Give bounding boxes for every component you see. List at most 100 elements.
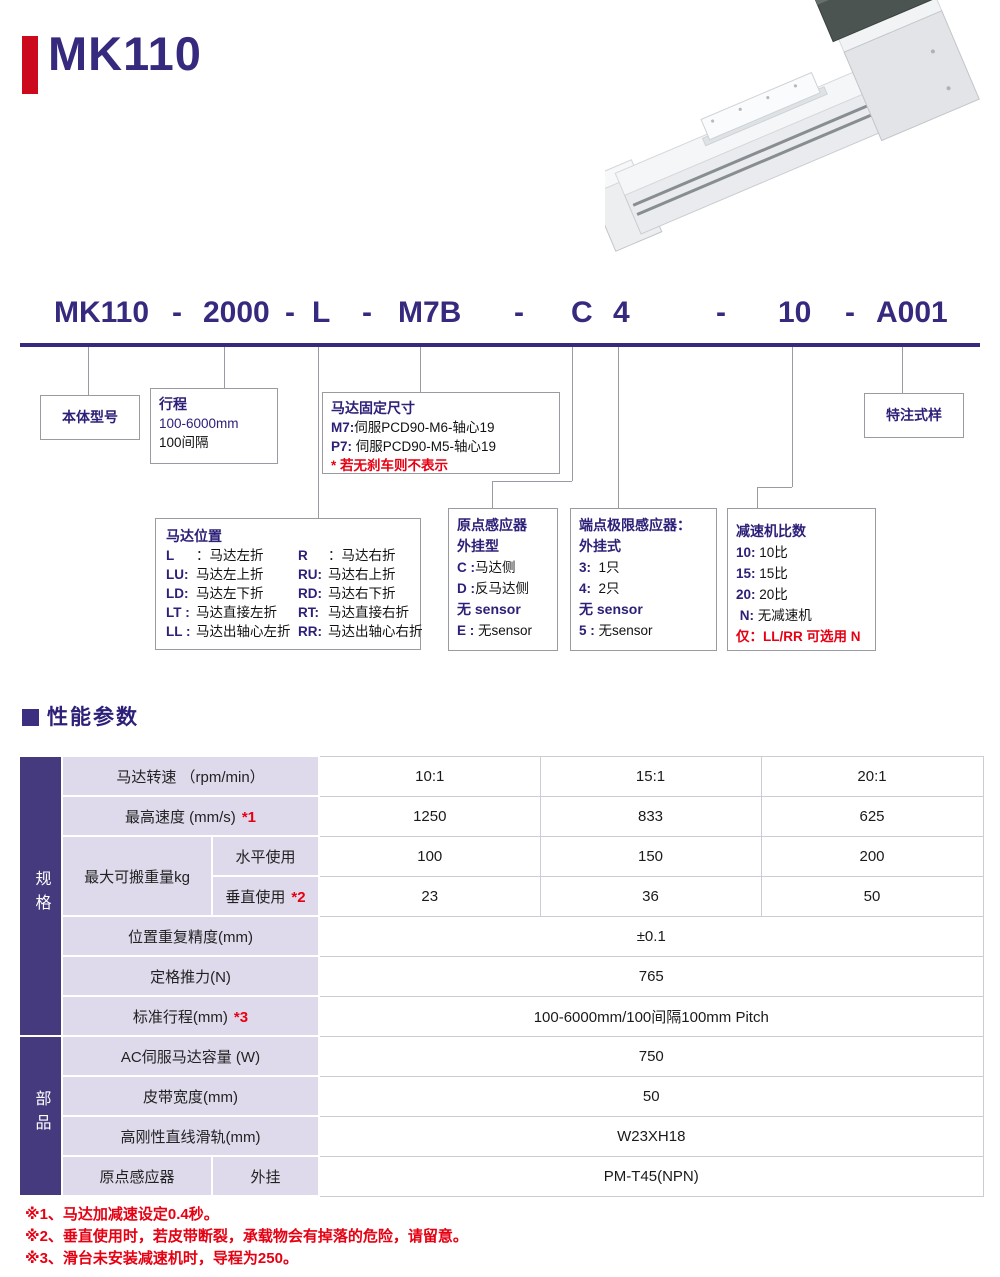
option-code: C : xyxy=(457,560,475,575)
option-code: L xyxy=(166,548,175,563)
connector-line xyxy=(318,347,319,518)
section-marker-icon xyxy=(22,709,39,726)
footnote-mark: *3 xyxy=(233,1008,249,1026)
model-code-dash: - xyxy=(514,296,524,329)
mount-note: * 若无刹车则不表示 xyxy=(331,458,449,473)
option-code: D : xyxy=(457,581,475,596)
callout-subtitle: 外挂型 xyxy=(457,538,499,554)
model-code-segment: MK110 xyxy=(54,296,150,329)
callout-limit-sensor: 端点极限感应器： 外挂式 3: 1只 4: 2只 无 sensor 5 : 无s… xyxy=(570,508,717,651)
connector-line xyxy=(757,487,758,508)
cell-value: 100 xyxy=(318,835,541,877)
table-row: 最大可搬重量kg 水平使用 100 150 200 xyxy=(19,835,984,917)
row-label: AC伺服马达容量 (W) xyxy=(61,1035,320,1077)
cell-value: 765 xyxy=(318,955,984,997)
option-text: 无sensor xyxy=(598,623,653,638)
cell-value: W23XH18 xyxy=(318,1115,984,1157)
callout-title: 原点感应器 xyxy=(457,517,527,533)
connector-line xyxy=(224,347,225,388)
table-row: 皮带宽度(mm) 50 xyxy=(19,1075,984,1117)
footnote: ※3、滑台未安装减速机时，导程为250。 xyxy=(25,1250,298,1267)
connector-line xyxy=(88,347,89,395)
model-code-dash: - xyxy=(362,296,372,329)
option-code: R xyxy=(298,548,308,563)
reducer-option: 15: 15比 xyxy=(736,563,867,584)
table-row: 高刚性直线滑轨(mm) W23XH18 xyxy=(19,1115,984,1157)
cell-value: 23 xyxy=(318,875,541,917)
sensor-none-label: 无 sensor xyxy=(579,601,643,617)
callout-title: 减速机比数 xyxy=(736,523,806,539)
option-text: 马达左上折 xyxy=(196,567,264,582)
reducer-option: N: 无减速机 xyxy=(736,605,867,626)
option-text: 马达直接左折 xyxy=(196,605,277,620)
callout-title: 特注式样 xyxy=(886,407,942,423)
row-label: 标准行程(mm) *3 xyxy=(61,995,320,1037)
callout-origin-sensor: 原点感应器 外挂型 C :马达侧 D :反马达侧 无 sensor E : 无s… xyxy=(448,508,558,651)
model-code-dash: - xyxy=(845,296,855,329)
option-code: 10: xyxy=(736,545,756,560)
option-text: 无sensor xyxy=(478,623,533,638)
cell-value: 50 xyxy=(760,875,984,917)
cell-value: 833 xyxy=(539,795,762,837)
footnote: ※2、垂直使用时，若皮带断裂，承载物会有掉落的危险，请留意。 xyxy=(25,1228,468,1245)
option-text: 无减速机 xyxy=(757,608,812,623)
position-option-row: LU: 马达左上折 RU: 马达右上折 xyxy=(166,565,410,584)
option-text: ：马达左折 xyxy=(196,548,264,563)
cell-value: 10:1 xyxy=(318,755,541,797)
option-code: RD: xyxy=(298,586,322,601)
model-code-dash: - xyxy=(716,296,726,329)
cell-value: 15:1 xyxy=(539,755,762,797)
option-text: 马达侧 xyxy=(475,560,516,575)
table-row: 定格推力(N) 765 xyxy=(19,955,984,997)
model-code-segment: L xyxy=(312,296,331,329)
model-code-segment: A001 xyxy=(876,296,948,329)
sensor-none-label: 无 sensor xyxy=(457,601,521,617)
table-row: 最高速度 (mm/s) *1 1250 833 625 xyxy=(19,795,984,837)
option-code: E : xyxy=(457,623,479,638)
option-text: 2只 xyxy=(598,581,620,596)
option-code: RT: xyxy=(298,605,319,620)
option-text: 马达直接右折 xyxy=(328,605,409,620)
position-option-row: L ：马达左折 R ：马达右折 xyxy=(166,546,410,565)
option-code: RR: xyxy=(298,624,322,639)
group-label: 部品 xyxy=(32,1090,50,1138)
sensor-option: C :马达侧 xyxy=(457,557,549,578)
option-code: RU: xyxy=(298,567,322,582)
sensor-option: 5 : 无sensor xyxy=(579,620,708,641)
callout-title: 马达固定尺寸 xyxy=(331,400,415,416)
group-label: 规格 xyxy=(32,870,50,918)
option-text: 伺服PCD90-M6-轴心19 xyxy=(354,420,495,435)
connector-line xyxy=(420,347,421,392)
option-text: 20比 xyxy=(759,587,788,602)
row-sublabel: 垂直使用 *2 xyxy=(211,875,320,917)
reducer-option: 20: 20比 xyxy=(736,584,867,605)
model-code-segment: C xyxy=(571,296,593,329)
footnote-mark: *2 xyxy=(291,888,306,906)
model-code-segment: 4 xyxy=(613,296,630,329)
reducer-note: 仅：LL/RR 可选用 N xyxy=(736,629,861,644)
table-row: 垂直使用 *2 23 36 50 xyxy=(19,875,984,917)
cell-value: 50 xyxy=(318,1075,984,1117)
row-label: 定格推力(N) xyxy=(61,955,320,997)
option-text: 马达出轴心左折 xyxy=(196,624,291,639)
product-image xyxy=(605,0,980,252)
sensor-option: 3: 1只 xyxy=(579,557,708,578)
sensor-option: E : 无sensor xyxy=(457,620,549,641)
row-label: 最高速度 (mm/s) *1 xyxy=(61,795,320,837)
section-title: 性能参数 xyxy=(47,706,139,729)
option-code: 20: xyxy=(736,587,756,602)
page-title: MK110 xyxy=(48,27,202,80)
model-code-segment: 10 xyxy=(778,296,812,329)
option-text: 1只 xyxy=(598,560,620,575)
option-code: LL : xyxy=(166,624,191,639)
callout-subtitle: 外挂式 xyxy=(579,538,621,554)
callout-title: 马达位置 xyxy=(166,528,222,544)
callout-title: 端点极限感应器： xyxy=(579,517,691,533)
row-sublabel: 外挂 xyxy=(211,1155,320,1197)
table-row: 标准行程(mm) *3 100-6000mm/100间隔100mm Pitch xyxy=(19,995,984,1037)
stroke-step: 100间隔 xyxy=(159,435,209,450)
connector-line xyxy=(572,347,573,481)
option-code: LD: xyxy=(166,586,189,601)
model-code-segment: 2000 xyxy=(203,296,270,329)
